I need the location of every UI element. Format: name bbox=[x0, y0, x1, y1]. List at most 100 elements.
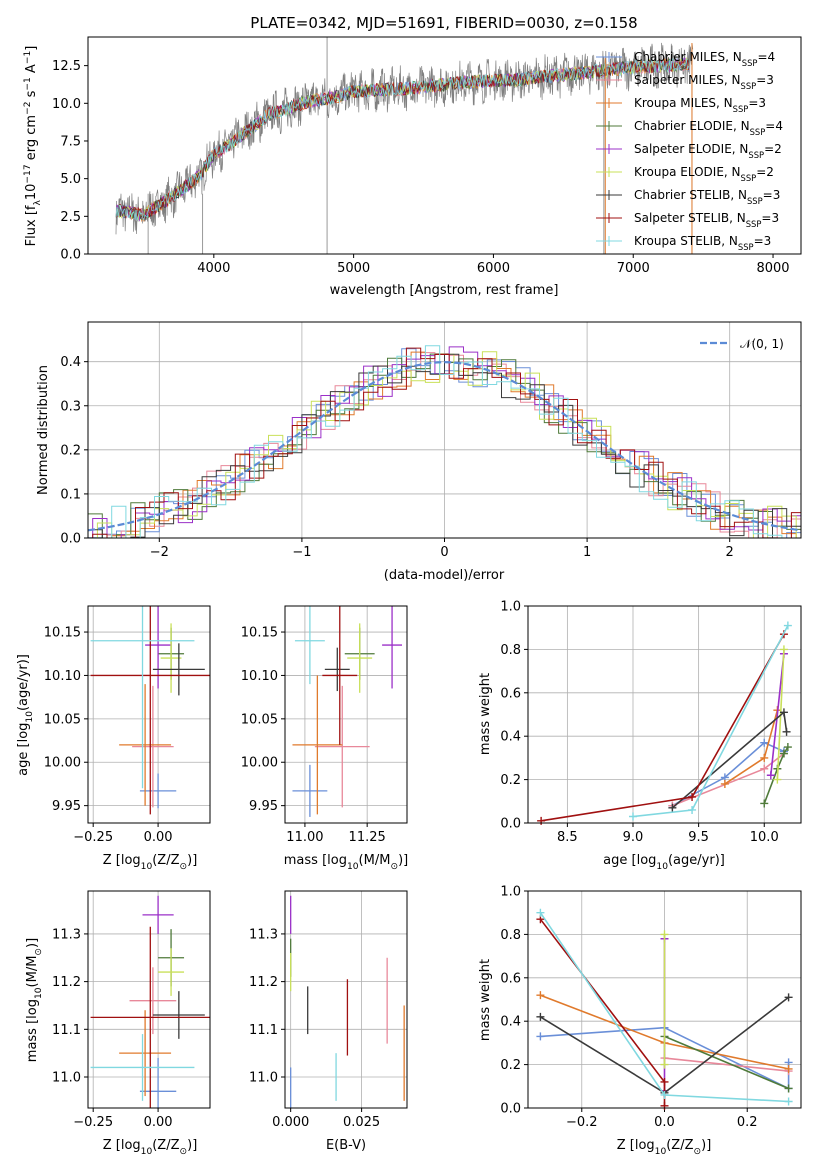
histogram-ytick-label: 0.0 bbox=[60, 532, 81, 547]
mass-vs-z-ylabel-part: mass [log bbox=[25, 999, 40, 1062]
weight-vs-z-panel-xtick-label: −0.2 bbox=[566, 1115, 598, 1130]
mass-vs-z-xlabel-part: )] bbox=[187, 1138, 197, 1153]
spectrum-ylabel-part: ] bbox=[24, 46, 39, 51]
age-vs-z-xlabel-part: )] bbox=[187, 853, 197, 868]
weight-vs-z-xlabel-part: Z [log bbox=[617, 1138, 655, 1153]
weight-vs-z-xlabel: Z [log10(Z/Z⊙)] bbox=[617, 1138, 712, 1157]
histogram-ylabel: Normed distribution bbox=[36, 365, 51, 495]
mass-weight-marker bbox=[766, 771, 775, 780]
mass-weight-marker bbox=[784, 993, 793, 1002]
spectrum-ytick-label: 10.0 bbox=[52, 97, 81, 112]
weight-vs-age-panel-xtick-label: 10.0 bbox=[750, 830, 779, 845]
normal-reference-curve bbox=[88, 360, 801, 532]
mass-weight-marker bbox=[536, 991, 545, 1000]
weight-vs-z-panel-ytick-label: 0.2 bbox=[500, 1058, 521, 1073]
age-vs-z-ylabel-part: 10 bbox=[25, 711, 35, 723]
mass-weight-marker bbox=[720, 779, 729, 788]
mass-vs-z-xlabel-part: (Z/Z bbox=[152, 1138, 179, 1153]
histogram-legend-entry: 𝒩(0, 1) bbox=[740, 337, 784, 351]
age-vs-mass-panel-xtick-label: 11.25 bbox=[349, 830, 386, 845]
mass-weight-marker bbox=[783, 621, 792, 630]
age-vs-z-xlabel-part: ⊙ bbox=[180, 862, 188, 872]
mass-vs-ebv-panel-points bbox=[290, 895, 405, 1108]
legend-entry: Chabrier STELIB, NSSP=3 bbox=[634, 188, 780, 206]
weight-vs-z-xlabel-part: ⊙ bbox=[694, 1147, 702, 1157]
age-vs-mass-panel-xtick-label: 11.00 bbox=[286, 830, 323, 845]
histogram-frame bbox=[87, 321, 802, 539]
legend-entry-part: SSP bbox=[733, 104, 749, 114]
weight-vs-z-xlabel-part: )] bbox=[701, 1138, 711, 1153]
mass-weight-line bbox=[540, 1026, 790, 1090]
legend-entry-part: =3 bbox=[763, 188, 781, 202]
weight-vs-age-panel-ytick-label: 0.6 bbox=[500, 686, 521, 701]
mass-weight-marker bbox=[760, 764, 769, 773]
mass-weight-marker bbox=[660, 930, 669, 939]
spectrum-lines bbox=[115, 37, 694, 254]
legend-entry-part: SSP bbox=[746, 219, 762, 229]
weight-vs-z-panel-lines bbox=[536, 908, 793, 1110]
weight-vs-age-panel-ytick-label: 0.2 bbox=[500, 773, 521, 788]
age-vs-z-panel-xtick-label: 0.00 bbox=[144, 830, 173, 845]
mass-weight-marker bbox=[536, 908, 545, 917]
legend-entry-part: Chabrier STELIB, N bbox=[634, 188, 747, 202]
mass-weight-marker bbox=[760, 753, 769, 762]
mass-vs-z-panel-ytick-label: 11.2 bbox=[52, 975, 81, 990]
legend-entry-part: Salpeter ELODIE, N bbox=[634, 142, 748, 156]
mass-vs-z-panel-ytick-label: 11.1 bbox=[52, 1023, 81, 1038]
legend-entry-part: SSP bbox=[741, 81, 757, 91]
mass-weight-marker bbox=[784, 1097, 793, 1106]
mass-weight-marker bbox=[536, 1032, 545, 1041]
weight-vs-z-xlabel-part: (Z/Z bbox=[666, 1138, 693, 1153]
weight-vs-z-panel-frame bbox=[527, 890, 802, 1109]
mass-vs-z-ylabel-part: 10 bbox=[34, 987, 44, 999]
legend-entry-part: Salpeter MILES, N bbox=[634, 73, 741, 87]
weight-vs-age-xlabel-part: 10 bbox=[656, 862, 668, 872]
mass-weight-marker bbox=[779, 645, 788, 654]
mass-weight-marker bbox=[668, 803, 677, 812]
weight-vs-age-panel-frame bbox=[527, 605, 802, 824]
spectrum-model-line bbox=[115, 57, 689, 221]
weight-vs-z-panel-xtick-label: 0.2 bbox=[737, 1115, 758, 1130]
spectrum-ylabel-part: erg cm bbox=[24, 115, 39, 164]
mass-weight-marker bbox=[660, 1077, 669, 1086]
age-vs-mass-panel-ytick-label: 10.15 bbox=[241, 626, 278, 641]
spectrum-ytick-label: 7.5 bbox=[60, 134, 81, 149]
mass-vs-z-panel-frame bbox=[87, 890, 211, 1109]
histogram-ytick-label: 0.1 bbox=[60, 487, 81, 502]
weight-vs-age-panel-ytick-label: 0.0 bbox=[500, 817, 521, 832]
legend-entry-part: =3 bbox=[748, 96, 766, 110]
legend-entry: Chabrier ELODIE, NSSP=4 bbox=[634, 119, 783, 137]
spectrum-ylabel-part: λ bbox=[33, 200, 43, 206]
spectrum-xtick-label: 8000 bbox=[756, 261, 789, 276]
spectrum-ylabel-part: −17 bbox=[23, 164, 33, 183]
legend-entry-part: =3 bbox=[756, 73, 774, 87]
weight-vs-age-xlabel: age [log10(age/yr)] bbox=[603, 853, 725, 872]
legend-entry: Kroupa ELODIE, NSSP=2 bbox=[634, 165, 774, 183]
age-vs-mass-xlabel-part: (M/M bbox=[359, 853, 391, 868]
mass-vs-z-xlabel: Z [log10(Z/Z⊙)] bbox=[103, 1138, 198, 1157]
spectrum-ytick-label: 12.5 bbox=[52, 59, 81, 74]
legend-entry: Chabrier MILES, NSSP=4 bbox=[634, 50, 775, 68]
mass-vs-ebv-panel-xtick-label: 0.000 bbox=[272, 1115, 309, 1130]
weight-vs-age-panel-lines bbox=[537, 621, 792, 825]
weight-vs-z-panel-ytick-label: 0.4 bbox=[500, 1015, 521, 1030]
age-vs-z-ylabel: age [log10(age/yr)] bbox=[16, 654, 35, 776]
spectrum-ytick-label: 5.0 bbox=[60, 172, 81, 187]
mass-weight-marker bbox=[688, 805, 697, 814]
spectrum-ylabel-part: 10 bbox=[24, 184, 39, 201]
age-vs-mass-xlabel-part: 10 bbox=[347, 862, 359, 872]
mass-weight-marker bbox=[782, 727, 791, 736]
spectrum-data-line bbox=[115, 42, 694, 235]
histogram-xtick-label: 0 bbox=[440, 545, 448, 560]
mass-weight-marker bbox=[629, 812, 637, 821]
histogram-xtick-label: 1 bbox=[583, 545, 591, 560]
weight-vs-age-panel-ytick-label: 0.4 bbox=[500, 730, 521, 745]
age-vs-mass-panel-ytick-label: 10.00 bbox=[241, 756, 278, 771]
weight-vs-age-panel-xtick-label: 9.0 bbox=[623, 830, 644, 845]
spectrum-ylabel-part: A bbox=[24, 64, 39, 77]
mass-vs-ebv-panel-xtick-label: 0.025 bbox=[343, 1115, 380, 1130]
mass-weight-line bbox=[763, 746, 789, 804]
spectrum-model-line bbox=[115, 58, 689, 221]
